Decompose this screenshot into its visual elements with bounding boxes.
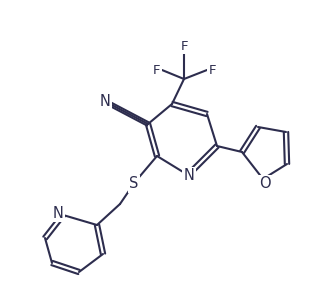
- Text: S: S: [129, 176, 139, 192]
- Text: F: F: [208, 63, 216, 77]
- Text: N: N: [183, 168, 194, 183]
- Text: N: N: [100, 95, 110, 110]
- Text: F: F: [153, 63, 161, 77]
- Text: F: F: [180, 39, 188, 53]
- Text: O: O: [259, 176, 271, 192]
- Text: N: N: [53, 206, 64, 220]
